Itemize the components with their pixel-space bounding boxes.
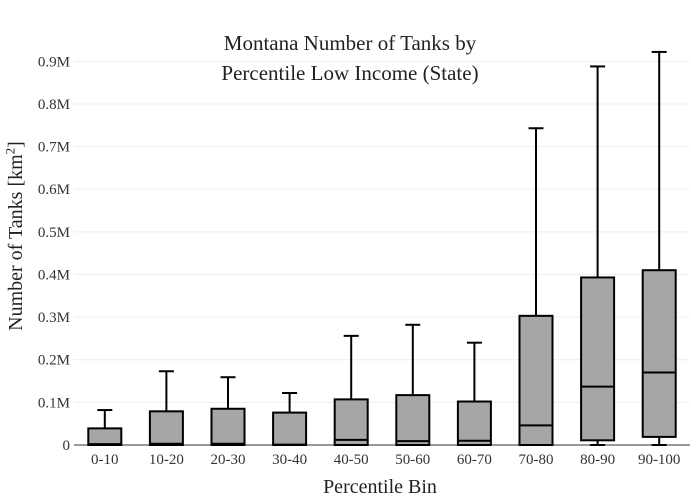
chart-title-line-2: Percentile Low Income (State) (221, 61, 479, 85)
x-tick-label: 30-40 (272, 452, 307, 468)
y-tick-label: 0 (63, 438, 71, 454)
x-tick-label: 0-10 (91, 452, 119, 468)
box-body (87, 427, 123, 447)
box-body (641, 269, 677, 438)
y-tick-label: 0.1M (38, 395, 70, 411)
y-axis-title-suffix: ] (5, 141, 27, 148)
x-tick-label: 60-70 (457, 452, 492, 468)
box-body (148, 410, 184, 446)
box-body (272, 411, 308, 447)
x-tick-label: 40-50 (334, 452, 369, 468)
box-body (333, 398, 369, 447)
box-body (456, 400, 492, 446)
y-tick-label: 0.9M (38, 54, 70, 70)
x-tick-label: 80-90 (580, 452, 615, 468)
box-body (395, 394, 431, 447)
y-tick-label: 0.2M (38, 353, 70, 369)
x-tick-label: 20-30 (211, 452, 246, 468)
y-tick-label: 0.5M (38, 225, 70, 241)
box-body (210, 407, 246, 446)
y-axis-title: Number of Tanks [km2] (2, 141, 28, 331)
y-tick-label: 0.4M (38, 267, 70, 283)
y-tick-label: 0.8M (38, 97, 70, 113)
y-axis-title-superscript: 2 (2, 147, 18, 155)
x-tick-label: 90-100 (638, 452, 681, 468)
y-tick-label: 0.3M (38, 310, 70, 326)
y-tick-label: 0.7M (38, 140, 70, 156)
box-body (580, 276, 616, 442)
x-axis-title: Percentile Bin (323, 476, 437, 498)
x-tick-label: 10-20 (149, 452, 184, 468)
box-body (518, 314, 554, 447)
x-tick-label: 70-80 (519, 452, 554, 468)
chart-title-line-1: Montana Number of Tanks by (223, 31, 477, 55)
y-tick-label: 0.6M (38, 182, 70, 198)
y-axis-title-prefix: Number of Tanks [km (5, 154, 27, 331)
x-tick-label: 50-60 (395, 452, 430, 468)
